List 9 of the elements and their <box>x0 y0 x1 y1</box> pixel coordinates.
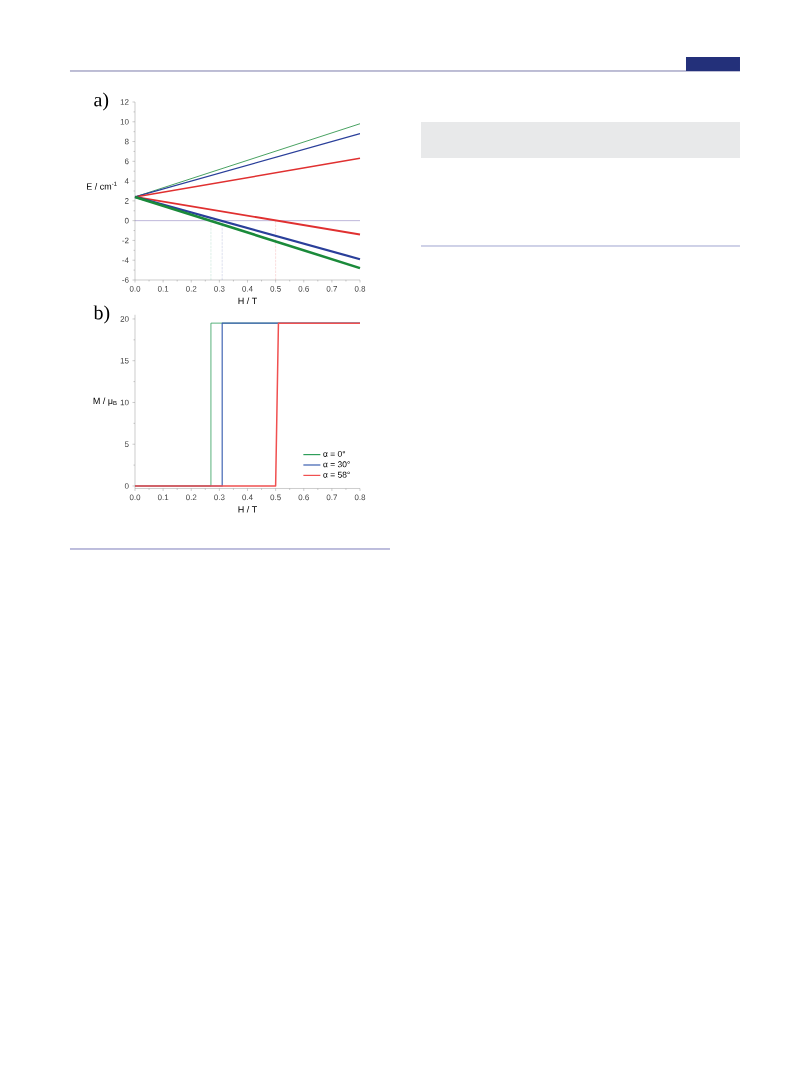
chart-title: b) <box>93 305 110 324</box>
legend-label: α = 58° <box>323 471 350 478</box>
chart-title: a) <box>94 92 109 111</box>
legend-label: α = 0° <box>323 450 346 457</box>
x-axis-title: H / T <box>238 297 257 305</box>
x-axis-title: H / T <box>238 506 257 513</box>
y-axis-title: E / cm$^{-1}$ <box>86 181 117 190</box>
y-axis-title: M / μ$_{B}$ <box>93 397 117 406</box>
legend-label: α = 30° <box>323 461 350 468</box>
